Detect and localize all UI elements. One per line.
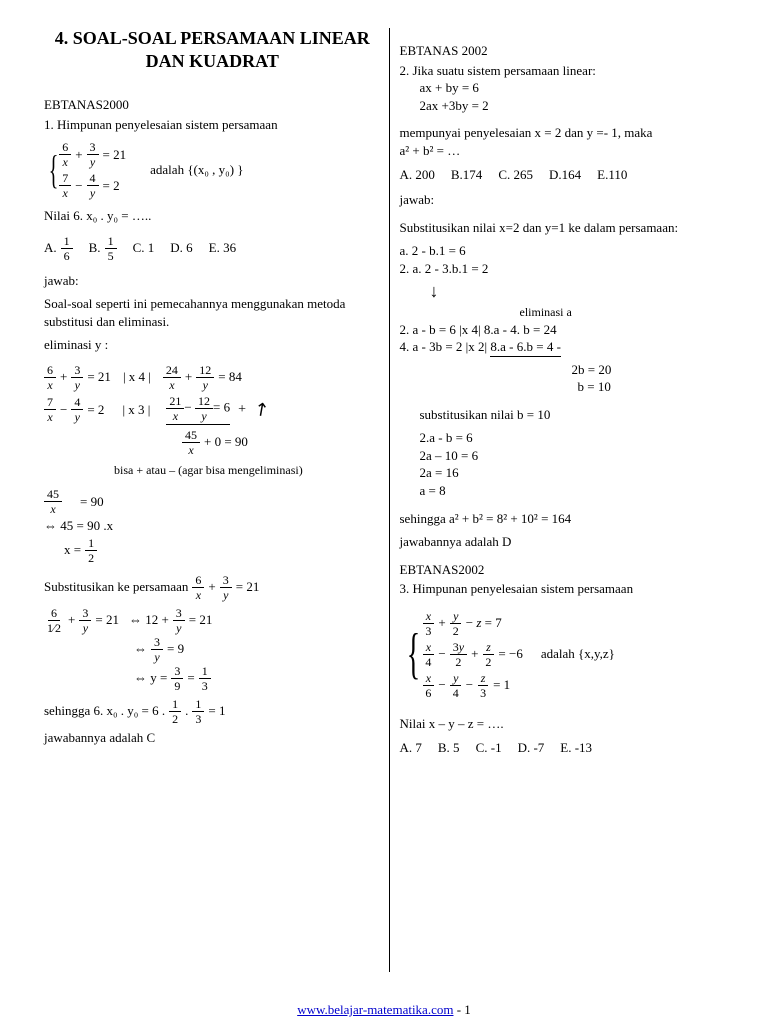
footer-link[interactable]: www.belajar-matematika.com: [297, 1002, 453, 1017]
q1-lead: 1. Himpunan penyelesaian sistem persamaa…: [44, 116, 381, 134]
work-1: 6x+ 3y= 21 | x 4 | 24x+ 12y= 84 7x− 4y= …: [44, 364, 381, 456]
jawaban-2: jawabannya adalah D: [400, 533, 737, 551]
page-title: 4. SOAL-SOAL PERSAMAAN LINEAR: [44, 28, 381, 49]
eq2b: 2ax +3by = 2: [400, 97, 737, 115]
sehingga-2: sehingga a² + b² = 8² + 10² = 164: [400, 510, 737, 528]
jawab-label-2: jawab:: [400, 191, 737, 209]
right-column: EBTANAS 2002 2. Jika suatu sistem persam…: [389, 28, 737, 972]
q3-lead: 3. Himpunan penyelesaian sistem persamaa…: [400, 580, 737, 598]
subst-work: 61⁄2+ 3y= 21 ⇔ 12 + 3y = 21: [44, 607, 381, 634]
note-1: bisa + atau – (agar bisa mengeliminasi): [44, 462, 381, 478]
line5: 2b = 20: [572, 361, 737, 379]
jawab-label: jawab:: [44, 272, 381, 290]
adalah-text: adalah {(x₀ , y₀) }: [150, 162, 243, 178]
source-2: EBTANAS 2002: [400, 42, 737, 60]
q2-text: mempunyai penyelesaian x = 2 dan y =- 1,…: [400, 124, 737, 142]
eq2a: ax + by = 6: [400, 79, 737, 97]
source-1: EBTANAS2000: [44, 96, 381, 114]
system-3: { x3+ y2− z = 7 x4− 3y2+ z2= −6 x6− y4− …: [400, 608, 737, 701]
iff-1: ⇔ 45 = 90 .x: [44, 517, 381, 535]
line6: b = 10: [578, 378, 737, 396]
q3-nilai: Nilai x – y – z = ….: [400, 715, 737, 733]
arrow-down-icon: ↓: [430, 281, 737, 302]
jawaban-1: jawabannya adalah C: [44, 729, 381, 747]
q1-options: A. 16 B. 15 C. 1 D. 6 E. 36: [44, 233, 381, 264]
line7: 2.a - b = 6: [400, 429, 737, 447]
line10: a = 8: [400, 482, 737, 500]
brace-icon: {: [49, 150, 59, 190]
q2-lead: 2. Jika suatu sistem persamaan linear:: [400, 62, 737, 80]
sub-2: substitusikan nilai b = 10: [400, 406, 737, 424]
sub-1: Substitusikan nilai x=2 dan y=1 ke dalam…: [400, 219, 737, 237]
q3-options: A. 7 B. 5 C. -1 D. -7 E. -13: [400, 740, 737, 756]
brace-icon: {: [406, 626, 419, 682]
line1: a. 2 - b.1 = 6: [400, 242, 737, 260]
line8: 2a – 10 = 6: [400, 447, 737, 465]
q2-options: A. 200 B.174 C. 265 D.164 E.110: [400, 167, 737, 183]
sehingga-1: sehingga 6. x₀ . y₀ = 6 . 12. 13= 1: [44, 698, 381, 725]
q2-ask: a² + b² = …: [400, 142, 737, 160]
line9: 2a = 16: [400, 464, 737, 482]
system-1: { 6x + 3y = 21 7x − 4y = 2 adalah {(x₀ ,…: [44, 139, 381, 201]
adalah-3: adalah {x,y,z}: [541, 646, 615, 662]
subst-line: Substitusikan ke persamaan 6x+ 3y= 21: [44, 574, 381, 601]
page: 4. SOAL-SOAL PERSAMAAN LINEAR DAN KUADRA…: [0, 0, 768, 980]
q1-nilai: Nilai 6. x₀ . y₀ = …..: [44, 207, 381, 225]
elim-a: eliminasi a: [520, 304, 737, 320]
source-3: EBTANAS2002: [400, 561, 737, 579]
left-column: 4. SOAL-SOAL PERSAMAAN LINEAR DAN KUADRA…: [44, 28, 389, 972]
elim-y: eliminasi y :: [44, 336, 381, 354]
page-number: - 1: [453, 1002, 470, 1017]
page-subtitle: DAN KUADRAT: [44, 51, 381, 72]
explain-1: Soal-soal seperti ini pemecahannya mengg…: [44, 295, 381, 330]
line4: 4. a - 3b = 2 |x 2| 8.a - 6.b = 4 -: [400, 338, 737, 357]
line2: 2. a. 2 - 3.b.1 = 2: [400, 260, 737, 278]
arrow-icon: ↗: [249, 397, 273, 423]
page-footer: www.belajar-matematika.com - 1: [0, 1002, 768, 1018]
line3: 2. a - b = 6 |x 4| 8.a - 4. b = 24: [400, 321, 737, 339]
eq-45x: 45x = 90: [44, 488, 381, 515]
